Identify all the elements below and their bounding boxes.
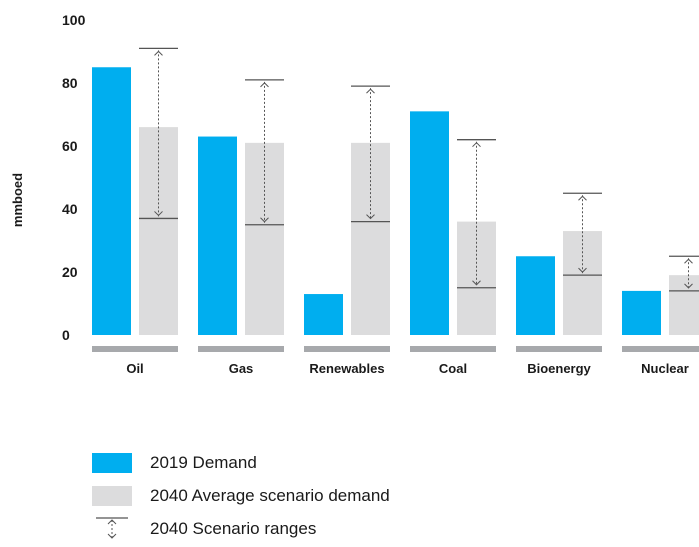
range-arrow-up xyxy=(578,195,587,201)
bar xyxy=(622,290,661,335)
y-tick-label: 40 xyxy=(62,201,78,217)
y-tick-label: 60 xyxy=(62,138,78,154)
legend-swatch-2019 xyxy=(92,453,132,473)
bar xyxy=(563,231,602,335)
scenario-ranges xyxy=(139,47,699,292)
range-arrow-down xyxy=(366,214,375,220)
y-tick-label: 20 xyxy=(62,264,78,280)
x-tick-label: Renewables xyxy=(309,361,384,376)
y-axis: 0 20 40 60 80 100 xyxy=(62,12,86,343)
bar xyxy=(139,127,178,335)
y-tick-label: 80 xyxy=(62,75,78,91)
y-tick-label: 0 xyxy=(62,327,70,343)
legend-swatch-2040 xyxy=(92,486,132,506)
range-icon xyxy=(96,517,128,539)
category-baseline xyxy=(92,346,178,352)
bar xyxy=(516,256,555,335)
bars xyxy=(92,67,699,335)
x-tick-label: Gas xyxy=(229,361,254,376)
scenario-range xyxy=(669,255,699,292)
bar xyxy=(669,275,699,335)
bar xyxy=(304,294,343,335)
bar xyxy=(92,67,131,335)
range-arrow-down xyxy=(260,217,269,223)
x-tick-label: Oil xyxy=(126,361,143,376)
bar xyxy=(410,111,449,335)
y-tick-label: 100 xyxy=(62,12,86,28)
range-arrow-up xyxy=(472,141,481,148)
category-baseline xyxy=(622,346,699,352)
scenario-range xyxy=(351,85,390,223)
category-baselines xyxy=(92,346,699,352)
x-tick-label: Nuclear xyxy=(641,361,689,376)
range-arrow-down xyxy=(684,283,693,289)
bar xyxy=(198,136,237,335)
x-tick-label: Bioenergy xyxy=(527,361,591,376)
x-axis-labels: Oil Gas Renewables Coal Bioenergy Nuclear xyxy=(126,361,689,376)
scenario-range xyxy=(457,139,496,289)
chart: 0 20 40 60 80 100 Oil Gas Renewables Coal Bioener… xyxy=(10,12,699,376)
range-arrow-up xyxy=(366,88,375,94)
scenario-range xyxy=(245,79,284,226)
range-arrow-down xyxy=(472,280,481,286)
y-axis-label: mmboed xyxy=(10,173,25,227)
category-baseline xyxy=(304,346,390,352)
bar xyxy=(351,142,390,335)
range-arrow-up xyxy=(684,258,693,264)
x-tick-label: Coal xyxy=(439,361,467,376)
category-baseline xyxy=(516,346,602,352)
category-baseline xyxy=(198,346,284,352)
legend-label: 2019 Demand xyxy=(150,453,257,472)
range-arrow-down xyxy=(578,267,587,273)
range-arrow-down xyxy=(154,211,163,217)
range-arrow-up xyxy=(154,50,163,56)
category-baseline xyxy=(410,346,496,352)
scenario-range xyxy=(139,47,178,220)
legend-label: 2040 Average scenario demand xyxy=(150,486,390,505)
range-arrow-up xyxy=(260,82,269,88)
legend-label: 2040 Scenario ranges xyxy=(150,519,317,538)
scenario-range xyxy=(563,192,602,276)
